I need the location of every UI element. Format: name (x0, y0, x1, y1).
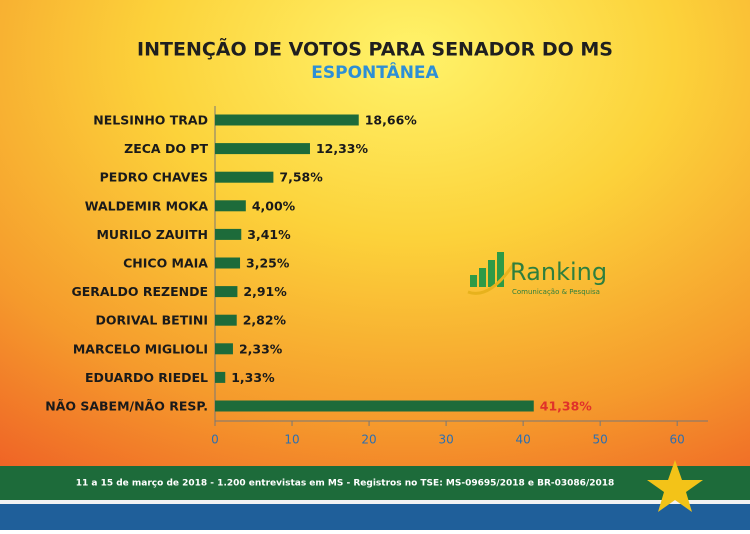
bar (215, 314, 237, 326)
value-label: 4,00% (252, 198, 296, 213)
star (647, 460, 703, 512)
bar (215, 114, 359, 126)
logo-name: Ranking (510, 258, 607, 286)
bar (215, 343, 233, 355)
y-tick-label: GERALDO REZENDE (71, 284, 208, 299)
chart-title: INTENÇÃO DE VOTOS PARA SENADOR DO MS (137, 37, 613, 61)
x-tick-label: 10 (284, 433, 299, 447)
y-tick-label: PEDRO CHAVES (100, 170, 208, 185)
logo-icon (470, 275, 477, 287)
bar (215, 257, 241, 269)
y-tick-label: MURILO ZAUITH (96, 227, 208, 242)
bar (215, 171, 274, 183)
x-tick-label: 50 (593, 433, 608, 447)
logo-tagline: Comunicação & Pesquisa (512, 288, 600, 296)
logo-icon (488, 260, 495, 287)
x-tick-label: 20 (361, 433, 376, 447)
value-label: 7,58% (279, 170, 323, 185)
y-tick-label: CHICO MAIA (123, 256, 208, 271)
logo-icon (479, 268, 486, 287)
value-label: 2,82% (243, 313, 287, 328)
y-tick-label: MARCELO MIGLIOLI (73, 341, 208, 356)
bar (215, 286, 238, 298)
y-tick-label: NÃO SABEM/NÃO RESP. (45, 399, 208, 414)
value-label: 1,33% (231, 370, 275, 385)
logo: Ranking Comunicação & Pesquisa (467, 252, 607, 296)
footer-text: 11 a 15 de março de 2018 - 1.200 entrevi… (76, 479, 615, 489)
bar (215, 400, 534, 412)
bar (215, 143, 310, 155)
bar (215, 371, 226, 383)
y-tick-label: EDUARDO RIEDEL (85, 370, 208, 385)
chart-subtitle: ESPONTÂNEA (311, 61, 439, 83)
x-tick-label: 40 (515, 433, 530, 447)
value-label: 2,33% (239, 341, 283, 356)
bar (215, 228, 242, 240)
bar (215, 200, 246, 212)
x-tick-label: 30 (438, 433, 453, 447)
footer-stripe (0, 500, 750, 504)
value-label: 2,91% (243, 284, 287, 299)
value-label: 18,66% (365, 113, 418, 128)
y-tick-label: ZECA DO PT (124, 141, 208, 156)
y-tick-label: WALDEMIR MOKA (85, 198, 209, 213)
logo-swoosh (467, 261, 517, 295)
value-label: 41,38% (540, 399, 593, 414)
logo-icon (497, 252, 504, 287)
y-tick-label: DORIVAL BETINI (96, 313, 208, 328)
value-label: 3,25% (246, 256, 290, 271)
x-tick-label: 60 (670, 433, 685, 447)
value-label: 3,41% (247, 227, 291, 242)
footer-band-blue (0, 504, 750, 530)
y-tick-label: NELSINHO TRAD (93, 113, 208, 128)
footer-band (0, 466, 750, 500)
x-tick-label: 0 (211, 433, 219, 447)
value-label: 12,33% (316, 141, 369, 156)
